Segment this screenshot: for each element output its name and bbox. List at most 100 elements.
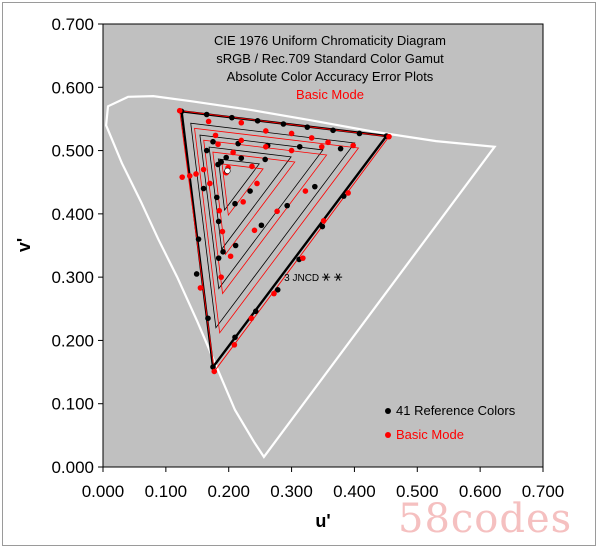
jncd-asterisk-right [334, 273, 343, 281]
y-tick-label: 0.400 [51, 205, 94, 224]
x-axis-label: u' [315, 511, 330, 531]
basic-mode-point [254, 180, 260, 187]
basic-mode-point [249, 163, 255, 170]
reference-point [203, 147, 210, 154]
basic-mode-ring-line [212, 151, 296, 256]
y-tick-label: 0.500 [51, 142, 94, 161]
reference-point [210, 364, 216, 370]
reference-point [213, 194, 220, 201]
basic-mode-ring-line [221, 163, 264, 217]
reference-point [223, 154, 229, 161]
chart-subtitle-mode: Basic Mode [296, 87, 364, 102]
basic-mode-point [193, 171, 199, 177]
chart-title-line-3: Absolute Color Accuracy Error Plots [227, 69, 434, 84]
reference-point [274, 287, 281, 293]
basic-mode-point [186, 173, 193, 179]
basic-mode-point [231, 342, 238, 348]
basic-mode-point [179, 174, 185, 180]
reference-point [203, 111, 210, 118]
basic-mode-point [197, 285, 204, 291]
basic-mode-point [205, 118, 212, 125]
basic-mode-point [248, 315, 255, 322]
basic-mode-point [271, 290, 277, 297]
reference-point [215, 218, 222, 225]
reference-ring-line [190, 122, 356, 329]
y-tick-label: 0.700 [51, 15, 94, 34]
basic-mode-point [386, 133, 392, 140]
reference-ring-line [217, 158, 260, 212]
reference-point [356, 130, 363, 137]
plot-area [102, 23, 544, 468]
basic-mode-point [350, 142, 356, 149]
y-tick-label: 0.200 [51, 331, 94, 350]
reference-point [296, 143, 303, 150]
basic-mode-ring-line [194, 127, 360, 334]
chart-title-line-1: CIE 1976 Uniform Chromaticity Diagram [214, 33, 446, 48]
basic-mode-point [219, 228, 226, 235]
basic-mode-point [318, 143, 325, 150]
basic-mode-point [320, 218, 327, 224]
reference-point [337, 145, 344, 152]
reference-point [330, 127, 336, 134]
legend-marker-reference [385, 408, 391, 414]
x-tick-label: 0.300 [270, 482, 313, 501]
reference-point [312, 183, 318, 190]
basic-mode-point [325, 139, 331, 146]
basic-mode-point [227, 253, 234, 260]
reference-point [193, 271, 200, 277]
x-tick-label: 0.000 [82, 482, 125, 501]
legend-marker-basic-mode [385, 432, 391, 438]
basic-mode-point [302, 188, 309, 194]
reference-point [262, 156, 268, 163]
basic-mode-point [211, 368, 218, 375]
reference-point [284, 202, 290, 209]
reference-point [340, 193, 347, 199]
white-point-marker [224, 167, 231, 174]
reference-point [195, 236, 202, 242]
reference-point [252, 308, 259, 315]
x-tick-label: 0.600 [459, 482, 502, 501]
reference-point [232, 334, 238, 341]
basic-mode-point [300, 255, 306, 261]
y-tick-label: 0.600 [51, 78, 94, 97]
basic-mode-point [308, 135, 315, 141]
reference-point [232, 242, 239, 249]
x-tick-label: 0.400 [333, 482, 376, 501]
reference-point [200, 185, 207, 192]
basic-mode-point [176, 107, 183, 114]
reference-point [304, 124, 311, 130]
reference-point [229, 114, 235, 121]
basic-mode-point [345, 190, 351, 196]
basic-mode-point [218, 274, 224, 280]
basic-mode-point [274, 208, 280, 215]
reference-point [218, 159, 224, 165]
reference-point [215, 255, 222, 261]
asterisk-stroke [323, 273, 329, 281]
reference-point [232, 200, 238, 207]
reference-point [238, 155, 245, 161]
reference-point [205, 315, 211, 322]
basic-mode-point [207, 180, 213, 187]
chart-title-line-2: sRGB / Rec.709 Standard Color Gamut [216, 51, 444, 66]
y-tick-label: 0.100 [51, 395, 94, 414]
basic-mode-point [216, 207, 223, 214]
basic-mode-point [238, 119, 245, 126]
reference-point [254, 118, 261, 124]
basic-mode-point [230, 149, 236, 156]
y-tick-label: 0.300 [51, 268, 94, 287]
reference-point [280, 121, 287, 127]
reference-point [319, 223, 326, 230]
legend-label-basic-mode: Basic Mode [396, 427, 464, 442]
basic-mode-point [212, 132, 219, 139]
basic-mode-point [238, 137, 245, 144]
reference-point [247, 188, 253, 194]
x-tick-label: 0.500 [396, 482, 439, 501]
asterisk-stroke [335, 273, 341, 281]
jncd-annotation: 3 JNCD [284, 273, 319, 284]
y-axis-label: v' [14, 238, 34, 252]
reference-ring-line [199, 134, 324, 290]
reference-point [220, 249, 226, 255]
basic-mode-point [288, 130, 295, 137]
jncd-asterisk-left [322, 273, 331, 281]
